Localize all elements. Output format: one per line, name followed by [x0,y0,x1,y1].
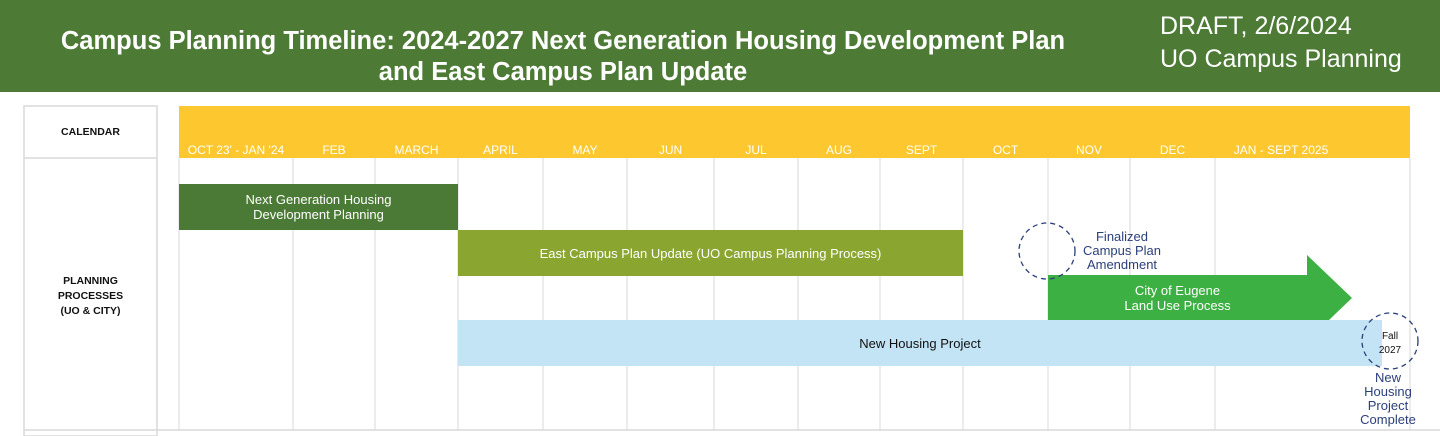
month-label: MARCH [394,143,439,157]
row-label-column-frame [23,105,158,436]
page-title: Campus Planning Timeline: 2024-2027 Next… [0,26,1126,88]
task-bar [458,230,963,276]
month-label: FEB [322,143,346,157]
month-label: DEC [1159,143,1186,157]
title-line-1: Campus Planning Timeline: 2024-2027 Next… [60,27,1066,55]
month-label: JAN - SEPT 2025 [1233,143,1329,157]
task-bar [458,320,1382,366]
milestone-circle [1361,312,1419,370]
month-label: JUL [745,143,767,157]
milestone-label: Finalized Campus Plan Amendment [1082,229,1162,272]
month-label: NOV [1075,143,1103,157]
month-label: MAY [572,143,598,157]
month-label: OCT 23' - JAN '24 [187,143,285,157]
calendar-band [179,106,1410,158]
task-arrow [1048,255,1352,341]
task-bar [179,184,458,230]
planning-label-line-1: PLANNING [63,275,118,287]
title-line-2: and East Campus Plan Update [378,58,748,86]
calendar-row-label: CALENDAR [61,126,120,138]
planning-label-line-3: (UO & CITY) [60,305,121,317]
planning-label-line-2: PROCESSES [57,290,124,302]
draft-date: DRAFT, 2/6/2024 [1160,12,1352,40]
milestone-circle [1018,222,1076,280]
month-label: AUG [825,143,853,157]
month-label: SEPT [905,143,938,157]
task-label: Next Generation Housing Development Plan… [245,192,392,222]
draft-org: UO Campus Planning [1160,45,1402,73]
task-label: New Housing Project [859,335,981,351]
task-label: East Campus Plan Update (UO Campus Plann… [539,245,882,261]
month-label: JUN [658,143,683,157]
draft-info: DRAFT, 2/6/2024 UO Campus Planning [1160,10,1402,76]
milestone-label: Fall 2027 [1378,331,1402,356]
task-label: City of Eugene Land Use Process [1124,283,1231,313]
month-label: OCT [992,143,1019,157]
month-label: APRIL [483,143,518,157]
milestone-label: New Housing Project Complete [1360,370,1416,427]
planning-row-label: PLANNING PROCESSES (UO & CITY) [24,274,157,319]
header-banner: Campus Planning Timeline: 2024-2027 Next… [0,0,1440,92]
